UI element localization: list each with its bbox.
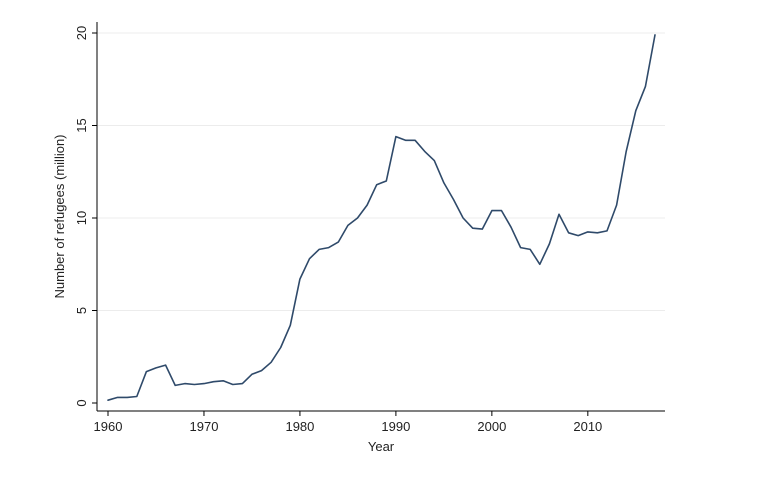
tick-labels: 0 5 10 15 20 1960 1970 1980 1990 2000 2010 <box>74 26 602 434</box>
series-line-0 <box>107 34 656 402</box>
y-tick-label-20: 20 <box>74 26 89 40</box>
y-tick-label-0: 0 <box>74 399 89 406</box>
x-tick-label-2000: 2000 <box>477 419 506 434</box>
y-axis-title: Number of refugees (million) <box>52 134 67 298</box>
x-axis-title: Year <box>368 439 395 454</box>
axes <box>92 22 665 416</box>
x-tick-label-1960: 1960 <box>94 419 123 434</box>
y-tick-label-15: 15 <box>74 118 89 132</box>
x-tick-label-1990: 1990 <box>381 419 410 434</box>
y-tick-label-5: 5 <box>74 307 89 314</box>
x-tick-label-2010: 2010 <box>573 419 602 434</box>
y-tick-label-10: 10 <box>74 211 89 225</box>
gridlines <box>97 32 665 311</box>
x-tick-label-1970: 1970 <box>190 419 219 434</box>
series-layer <box>107 34 656 402</box>
x-tick-label-1980: 1980 <box>285 419 314 434</box>
